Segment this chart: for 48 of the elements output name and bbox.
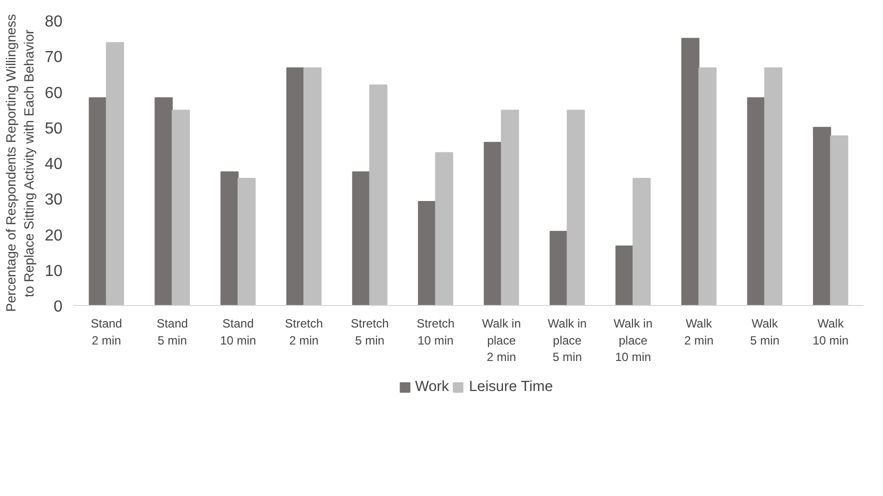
y-tick-label: 50 <box>44 120 63 138</box>
x-tick-label: Stretch 5 min <box>350 316 389 348</box>
bar <box>88 97 107 306</box>
x-tick-label: Walk in place 5 min <box>548 316 587 364</box>
bar <box>369 84 388 306</box>
bar <box>550 230 568 306</box>
bar <box>681 38 700 306</box>
bar <box>106 42 124 306</box>
y-tick-label: 40 <box>44 156 63 173</box>
bar <box>698 67 717 306</box>
y-tick-label: 10 <box>44 262 63 280</box>
x-tick-label: Stand 5 min <box>156 316 188 348</box>
bar <box>812 126 832 306</box>
bar <box>566 110 585 306</box>
x-tick-label: Walk in place 2 min <box>482 316 521 364</box>
legend-label: Leisure Time <box>469 379 553 395</box>
x-tick-label: Walk 2 min <box>684 316 714 348</box>
legend-label: Work <box>415 379 450 395</box>
bar <box>830 135 848 306</box>
y-tick-label: 20 <box>44 227 63 244</box>
bar <box>632 178 651 306</box>
bar <box>500 110 520 306</box>
bar <box>303 67 322 306</box>
bar <box>435 152 454 306</box>
bar <box>154 97 173 306</box>
x-tick-label: Stand 2 min <box>90 316 122 348</box>
x-tick-label: Stretch 2 min <box>284 316 323 348</box>
y-axis-title: Percentage of Respondents Reporting Willingness to Replace Sitting Activity with Each Behavior <box>4 14 37 312</box>
x-tick-label: Walk 5 min <box>750 316 780 348</box>
bar <box>286 67 304 306</box>
y-tick-label: 70 <box>44 49 63 66</box>
bar <box>764 67 782 306</box>
x-tick-label: Walk in place 10 min <box>614 316 653 364</box>
y-tick-label: 0 <box>54 298 63 316</box>
bar <box>615 246 634 306</box>
bar <box>238 178 256 306</box>
bar <box>352 171 370 306</box>
x-tick-label: Stretch 10 min <box>416 316 455 348</box>
bar <box>747 97 766 306</box>
x-tick-label: Stand 10 min <box>220 316 256 348</box>
y-tick-label: 80 <box>44 14 63 30</box>
y-tick-label: 30 <box>44 192 63 209</box>
bar <box>484 142 502 306</box>
x-tick-label: Walk 10 min <box>812 316 849 348</box>
bar <box>220 171 239 306</box>
bar <box>172 110 190 306</box>
bar <box>418 200 436 306</box>
y-tick-label: 60 <box>44 84 63 102</box>
